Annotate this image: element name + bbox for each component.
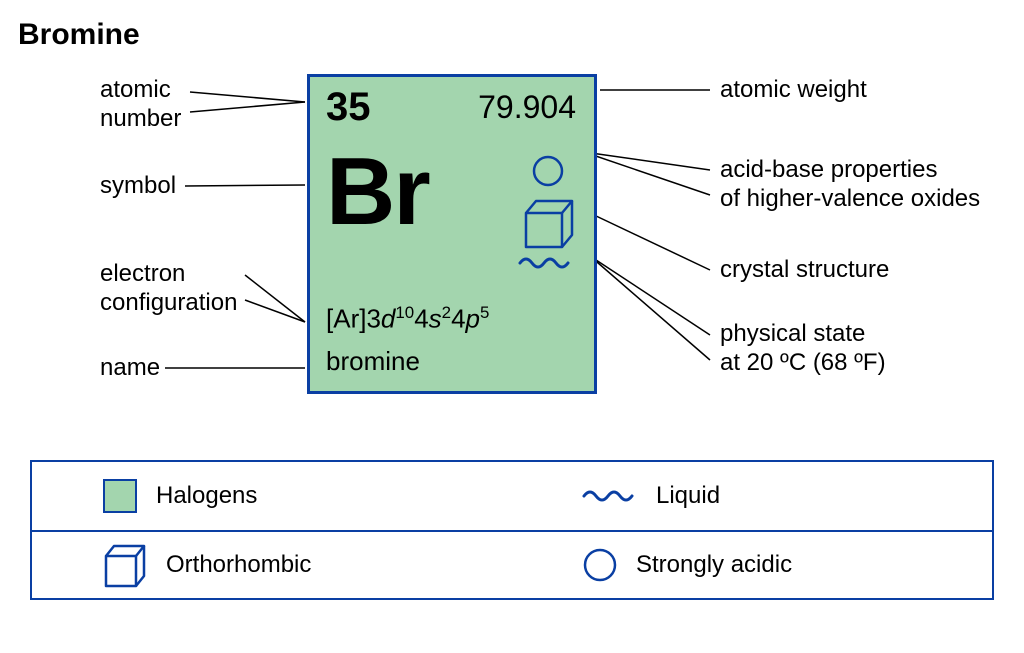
element-diagram: atomic number symbol electron configurat…: [0, 60, 1024, 440]
legend-orthorhombic: Orthorhombic: [32, 542, 512, 588]
label-text: acid-base properties: [720, 156, 980, 185]
crystal-structure-icon: [522, 197, 574, 249]
atomic-number: 35: [326, 85, 371, 130]
label-text: configuration: [100, 289, 237, 318]
atomic-weight: 79.904: [478, 89, 576, 126]
label-text: electron: [100, 260, 237, 289]
page-title: Bromine: [18, 18, 140, 52]
legend-halogens: Halogens: [32, 478, 512, 514]
legend-row: Halogens Liquid: [32, 462, 992, 530]
label-acid-base: acid-base properties of higher-valence o…: [720, 156, 980, 214]
acidic-circle-icon: [582, 547, 618, 583]
label-text: number: [100, 105, 181, 134]
acid-base-icon: [532, 155, 564, 187]
label-name: name: [100, 354, 160, 383]
label-electron-config: electron configuration: [100, 260, 237, 318]
halogens-swatch-icon: [102, 478, 138, 514]
legend-label: Orthorhombic: [166, 551, 311, 579]
liquid-wave-icon: [582, 488, 638, 504]
label-crystal: crystal structure: [720, 256, 889, 285]
label-symbol: symbol: [100, 172, 176, 201]
legend-label: Liquid: [656, 482, 720, 510]
label-atomic-number: atomic number: [100, 76, 181, 134]
physical-state-icon: [518, 255, 574, 271]
element-name: bromine: [326, 346, 420, 377]
label-atomic-weight: atomic weight: [720, 76, 867, 105]
legend-label: Strongly acidic: [636, 551, 792, 579]
electron-configuration: [Ar]3d104s24p5: [326, 303, 489, 335]
label-text: at 20 ºC (68 ºF): [720, 349, 886, 378]
legend-acidic: Strongly acidic: [512, 547, 992, 583]
label-text: of higher-valence oxides: [720, 185, 980, 214]
legend-liquid: Liquid: [512, 482, 992, 510]
label-text: atomic: [100, 76, 181, 105]
label-text: physical state: [720, 320, 886, 349]
element-symbol: Br: [326, 137, 429, 247]
legend: Halogens Liquid Orthorhombic Strong: [30, 460, 994, 600]
element-tile: 35 79.904 Br [Ar]3d104s24p5 bromine: [307, 74, 597, 394]
legend-label: Halogens: [156, 482, 257, 510]
label-physical-state: physical state at 20 ºC (68 ºF): [720, 320, 886, 378]
orthorhombic-cube-icon: [102, 542, 148, 588]
legend-row: Orthorhombic Strongly acidic: [32, 530, 992, 598]
